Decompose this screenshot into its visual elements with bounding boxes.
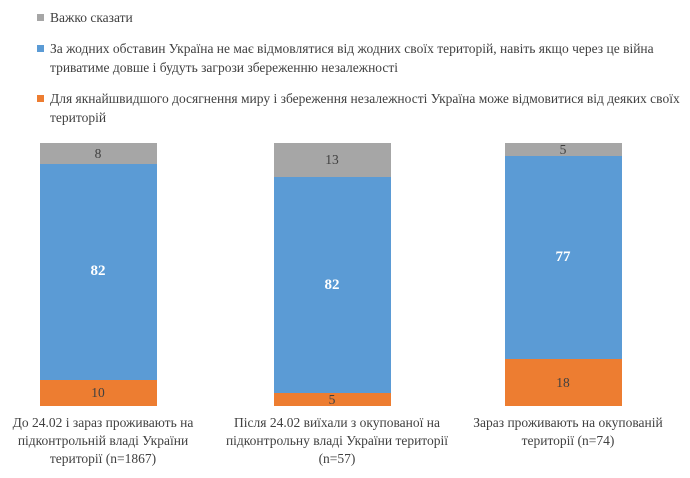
bar-segment: 5 xyxy=(273,391,391,407)
legend-item: Для якнайшвидшого досягнення миру і збер… xyxy=(37,89,682,127)
bar-segment: 13 xyxy=(273,143,391,178)
legend-swatch-icon xyxy=(37,95,44,102)
legend-item-label: За жодних обставин Україна не має відмов… xyxy=(50,41,654,75)
legend-swatch-icon xyxy=(37,14,44,21)
bar-column: 8 82 10 xyxy=(39,143,157,406)
bar-value-label: 82 xyxy=(90,263,106,280)
bar-value-label: 77 xyxy=(555,248,571,265)
bar-segment: 18 xyxy=(504,358,622,406)
category-label: Зараз проживають на окупованій території… xyxy=(473,415,663,448)
bar-value-label: 82 xyxy=(324,276,340,293)
legend-swatch-icon xyxy=(37,45,44,52)
legend-item-label: Важко сказати xyxy=(50,10,133,25)
bar-value-label: 18 xyxy=(556,374,570,390)
bar-value-label: 8 xyxy=(94,145,102,161)
legend-item: За жодних обставин Україна не має відмов… xyxy=(37,39,682,77)
bar-value-label: 10 xyxy=(91,385,105,401)
legend: Важко сказати За жодних обставин Україна … xyxy=(37,8,682,139)
category-label: Після 24.02 виїхали з окупованої на підк… xyxy=(225,415,449,466)
bar-value-label: 13 xyxy=(325,152,339,168)
bar-value-label: 5 xyxy=(559,141,567,157)
legend-item: Важко сказати xyxy=(37,8,682,27)
legend-item-label: Для якнайшвидшого досягнення миру і збер… xyxy=(50,91,680,125)
bar-value-label: 5 xyxy=(328,391,336,407)
bar-segment: 82 xyxy=(273,177,391,393)
bar-segment: 10 xyxy=(39,379,157,406)
category-label: До 24.02 і зараз проживають на підконтро… xyxy=(12,415,194,466)
bar-column: 13 82 5 xyxy=(273,143,391,407)
bar-segment: 82 xyxy=(39,164,157,380)
bar-segment: 77 xyxy=(504,156,622,359)
bar-segment: 8 xyxy=(39,143,157,165)
bar-column: 5 77 18 xyxy=(504,141,622,406)
bar-segment: 5 xyxy=(504,141,622,157)
